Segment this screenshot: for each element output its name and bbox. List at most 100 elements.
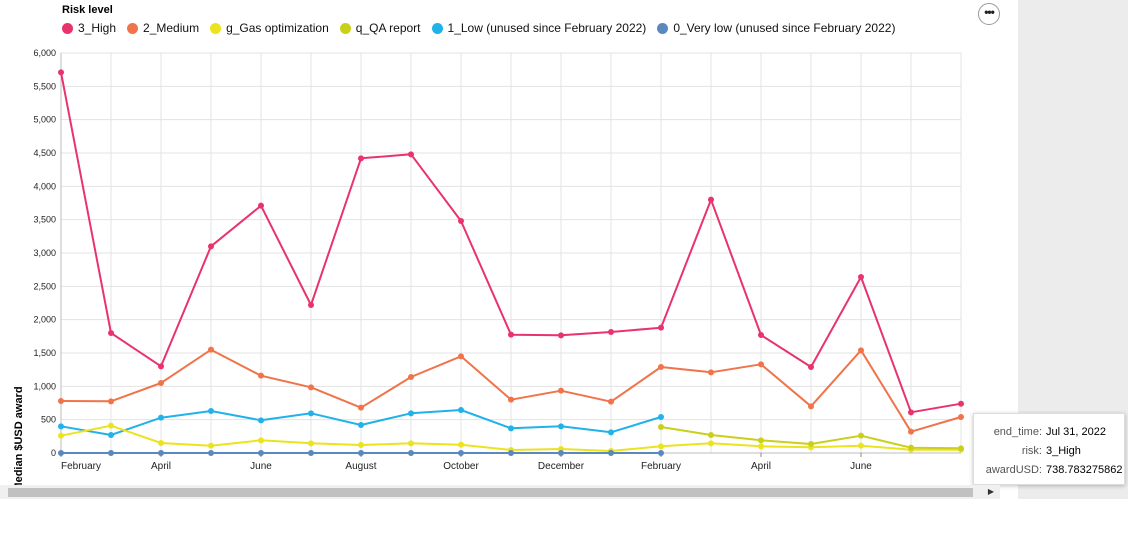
tooltip-key: awardUSD: xyxy=(985,464,1042,476)
data-point xyxy=(908,428,914,435)
data-point xyxy=(858,274,864,280)
data-point xyxy=(208,243,214,250)
y-tick-label: 0 xyxy=(51,448,56,458)
data-point xyxy=(858,442,864,449)
scroll-right-arrow-icon[interactable]: ▶ xyxy=(987,487,995,496)
y-tick-label: 2,500 xyxy=(33,281,56,291)
legend-swatch-3-high xyxy=(62,22,73,34)
data-point xyxy=(908,409,914,416)
series-1 xyxy=(58,346,964,435)
tooltip-row-end-time: end_time: Jul 31, 2022 xyxy=(974,423,1124,442)
data-point xyxy=(408,410,414,417)
x-tick-label: December xyxy=(538,461,585,472)
data-point xyxy=(658,443,664,450)
chart-menu-button[interactable]: ••• xyxy=(978,3,1000,25)
y-tick-label: 1,500 xyxy=(33,348,56,358)
legend-item-1-low[interactable]: 1_Low (unused since February 2022) xyxy=(431,21,647,35)
legend-label-qa-report: q_QA report xyxy=(355,21,421,35)
data-point xyxy=(808,403,814,410)
data-point xyxy=(558,387,564,394)
x-tick-label: February xyxy=(61,461,101,472)
data-point xyxy=(358,442,364,448)
data-point xyxy=(208,408,214,414)
data-point xyxy=(258,450,264,456)
data-point xyxy=(258,437,264,444)
data-point xyxy=(158,440,164,446)
tooltip-row-award-usd: awardUSD: 738.783275862 xyxy=(974,461,1124,480)
y-tick-label: 3,500 xyxy=(33,215,56,225)
horizontal-scrollbar[interactable]: ▶ xyxy=(0,485,1000,499)
data-point xyxy=(608,429,614,436)
data-point xyxy=(208,346,214,353)
data-point xyxy=(608,450,614,456)
data-point xyxy=(108,330,114,336)
legend-swatch-gas-optimization xyxy=(210,22,222,34)
data-point xyxy=(408,151,414,158)
data-point xyxy=(108,398,114,405)
data-point xyxy=(208,442,214,449)
data-point xyxy=(458,450,464,456)
data-point xyxy=(108,432,114,438)
y-tick-label: 3,000 xyxy=(33,248,56,258)
y-tick-label: 5,000 xyxy=(33,115,56,125)
data-point xyxy=(808,364,814,370)
data-point xyxy=(908,444,914,451)
legend-title: Risk level xyxy=(62,4,113,16)
legend: Risk level 3_High 2_Medium g_Gas optimiz… xyxy=(62,4,1012,40)
x-tick-label: October xyxy=(443,461,479,472)
series-0 xyxy=(58,69,964,416)
legend-swatch-0-very-low xyxy=(657,22,669,34)
data-point xyxy=(308,302,314,308)
data-point xyxy=(508,331,514,338)
data-point xyxy=(108,422,114,429)
series-4 xyxy=(658,424,964,452)
data-point xyxy=(158,380,164,386)
data-point xyxy=(558,450,564,456)
data-point xyxy=(758,443,764,450)
y-tick-label: 4,000 xyxy=(33,181,56,191)
data-point xyxy=(558,332,564,339)
x-tick-label: June xyxy=(250,461,272,472)
data-point xyxy=(308,410,314,417)
y-tick-label: 1,000 xyxy=(33,381,56,391)
data-point xyxy=(658,424,664,430)
data-point xyxy=(558,423,564,430)
data-point xyxy=(708,196,714,203)
legend-item-2-medium[interactable]: 2_Medium xyxy=(127,21,199,35)
data-point xyxy=(108,450,114,456)
legend-label-0-very-low: 0_Very low (unused since February 2022) xyxy=(673,21,896,35)
tooltip-value: 738.783275862 xyxy=(1046,464,1123,476)
data-point xyxy=(258,202,264,209)
legend-item-0-very-low[interactable]: 0_Very low (unused since February 2022) xyxy=(657,21,895,35)
series-5 xyxy=(58,450,664,456)
x-tick-label: April xyxy=(151,461,171,472)
y-tick-label: 2,000 xyxy=(33,315,56,325)
data-point xyxy=(358,404,364,411)
legend-label-1-low: 1_Low (unused since February 2022) xyxy=(447,21,647,35)
tooltip-value: Jul 31, 2022 xyxy=(1046,426,1106,438)
data-point xyxy=(858,432,864,439)
data-point xyxy=(708,369,714,376)
data-point xyxy=(458,218,464,224)
data-point xyxy=(708,432,714,438)
data-point xyxy=(658,414,664,420)
data-point xyxy=(658,364,664,370)
legend-label-gas-optimization: g_Gas optimization xyxy=(226,21,329,35)
y-tick-label: 6,000 xyxy=(33,48,56,58)
data-point xyxy=(58,450,64,456)
tooltip: end_time: Jul 31, 2022 risk: 3_High awar… xyxy=(973,413,1125,485)
data-point xyxy=(458,441,464,448)
data-point xyxy=(608,329,614,335)
data-point xyxy=(258,372,264,379)
legend-item-3-high[interactable]: 3_High xyxy=(62,21,116,35)
data-point xyxy=(858,347,864,354)
scrollbar-thumb[interactable] xyxy=(8,488,973,497)
legend-item-gas-optimization[interactable]: g_Gas optimization xyxy=(210,21,329,35)
series-2 xyxy=(58,407,664,438)
data-point xyxy=(758,332,764,338)
data-point xyxy=(708,440,714,447)
data-point xyxy=(508,450,514,456)
data-point xyxy=(608,398,614,405)
data-point xyxy=(658,450,664,456)
legend-item-qa-report[interactable]: q_QA report xyxy=(339,21,421,35)
